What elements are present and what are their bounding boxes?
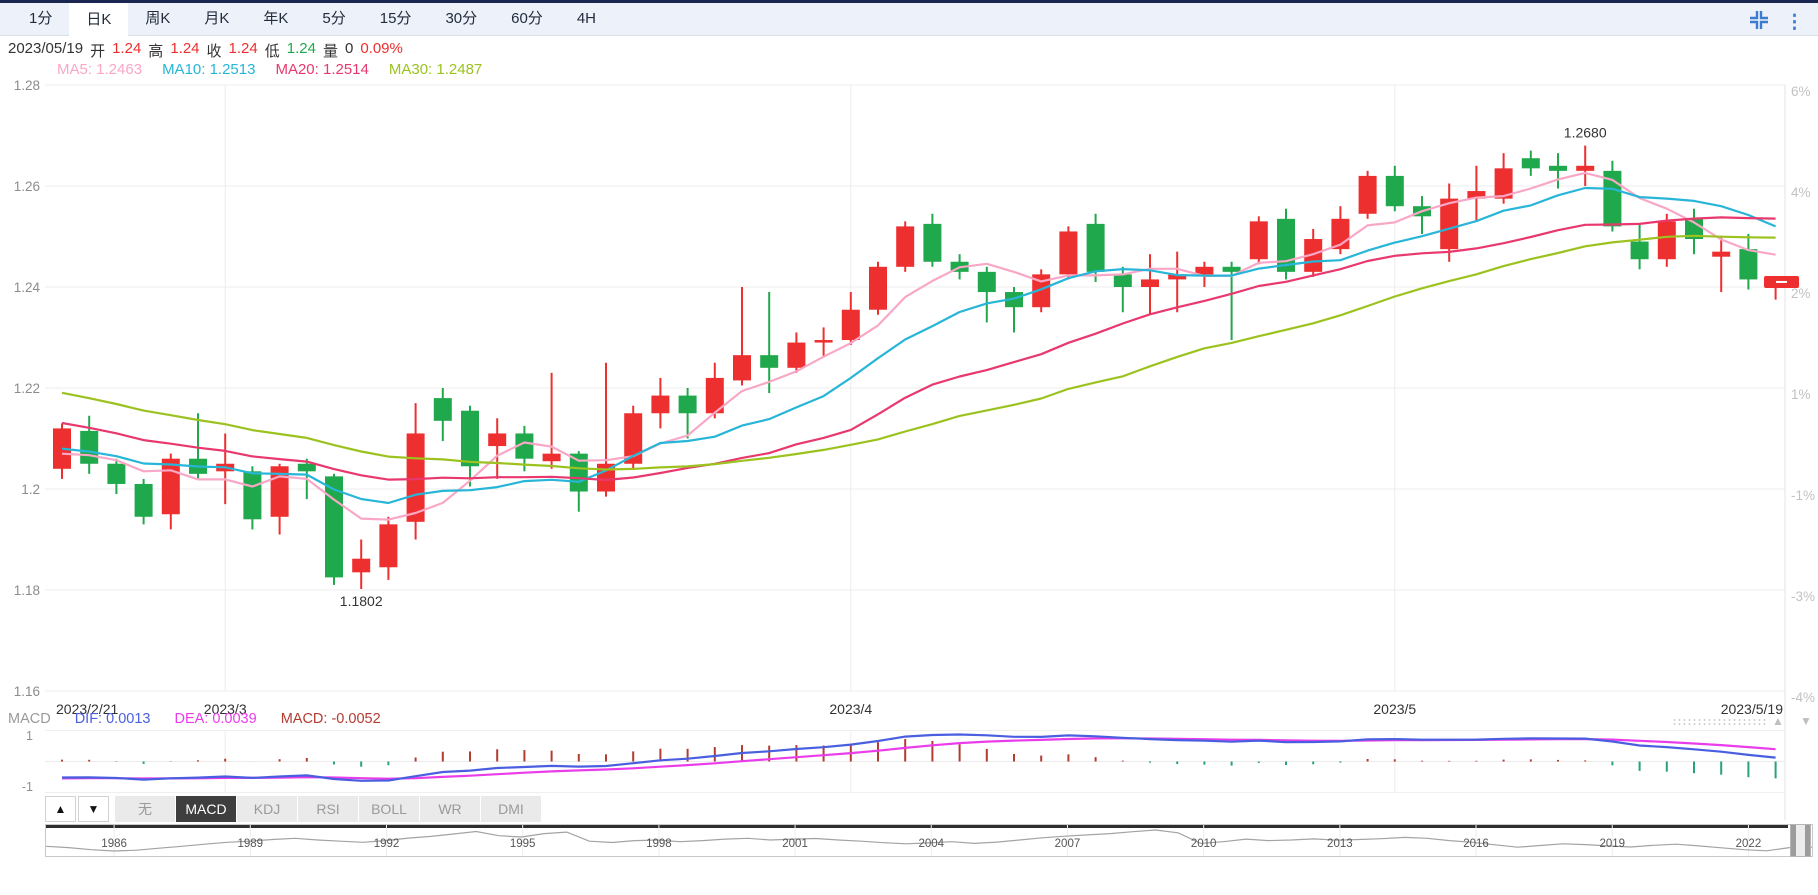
ma-legend-row: MA5: 1.2463 MA10: 1.2513 MA20: 1.2514 MA30:… <box>57 61 482 78</box>
period-tab-年K[interactable]: 年K <box>263 10 289 27</box>
more-menu-icon[interactable]: ⋮ <box>1785 11 1804 33</box>
period-tab-4H[interactable]: 4H <box>576 10 596 27</box>
svg-text:2023/2/21: 2023/2/21 <box>56 701 118 717</box>
ma-legend-2: MA20: 1.2514 <box>275 61 369 78</box>
indicator-up-button[interactable]: ▲ <box>45 796 76 822</box>
timeline-navigator[interactable]: 1986 1989 1992 1995 1998 2001 2004 2007 2010 2013… <box>45 824 1813 857</box>
period-tab-月K[interactable]: 月K <box>204 10 230 27</box>
dif-value: DIF: 0.0013 <box>74 711 151 727</box>
macd-header: MACD DIF: 0.0013 DEA: 0.0039 MACD: -0.00… <box>8 711 381 727</box>
change-percent: 0.09% <box>360 40 403 57</box>
panel-collapse-up-icon[interactable]: ▲ <box>1772 714 1784 728</box>
period-tab-1分[interactable]: 1分 <box>29 10 53 27</box>
svg-text:1.16: 1.16 <box>14 684 40 699</box>
range-selection-handle[interactable] <box>1790 824 1811 857</box>
svg-text:1989: 1989 <box>237 838 263 850</box>
svg-text:-1%: -1% <box>1791 488 1815 503</box>
svg-text:2007: 2007 <box>1055 838 1081 850</box>
period-tab-5分[interactable]: 5分 <box>322 10 346 27</box>
indicator-tab-RSI[interactable]: RSI <box>298 796 358 822</box>
period-tab-周K[interactable]: 周K <box>145 10 171 27</box>
svg-text:2%: 2% <box>1791 286 1811 301</box>
svg-text:2023/4: 2023/4 <box>829 701 872 717</box>
svg-text:4%: 4% <box>1791 185 1811 200</box>
svg-text:1992: 1992 <box>374 838 400 850</box>
dea-value: DEA: 0.0039 <box>174 711 257 727</box>
svg-text:1: 1 <box>26 729 33 743</box>
period-tabs: 1分 日K 周K 月K 年K 5分 15分 30分 60分 4H <box>12 0 613 40</box>
indicator-tab-BOLL[interactable]: BOLL <box>359 796 419 822</box>
period-tab-30分[interactable]: 30分 <box>445 10 478 27</box>
macd-value: MACD: -0.0052 <box>280 711 381 727</box>
macd-pane-layer: 1 -1 <box>22 729 1785 794</box>
svg-text:6%: 6% <box>1791 84 1811 99</box>
period-tab-日K[interactable]: 日K <box>69 0 129 40</box>
indicator-down-button[interactable]: ▼ <box>78 796 109 822</box>
svg-text:1.1802: 1.1802 <box>340 593 383 609</box>
svg-text:1998: 1998 <box>646 838 672 850</box>
svg-text:1.28: 1.28 <box>14 78 40 93</box>
ma-legend-1: MA10: 1.2513 <box>162 61 256 78</box>
volume-label: 量 <box>322 43 338 60</box>
ohlc-info-row: 2023/05/19 开 1.24 高 1.24 收 1.24 低 1.24 量… <box>8 40 403 61</box>
svg-text:2010: 2010 <box>1191 838 1217 850</box>
svg-text:1.2: 1.2 <box>21 482 40 497</box>
grid-layer: 1.28 6% 1.26 4% 1.24 2% 1.22 1% 1.2 -1% 1.18 -3% 1.1… <box>14 78 1815 820</box>
indicator-row: ▲ ▼ 无 MACD KDJ RSI BOLL WR DMI <box>45 796 542 822</box>
collapse-icon[interactable] <box>1747 8 1771 37</box>
ma-legend-3: MA30: 1.2487 <box>388 61 483 78</box>
indicator-tab-WR[interactable]: WR <box>420 796 480 822</box>
open-value: 1.24 <box>112 40 142 57</box>
indicator-tab-DMI[interactable]: DMI <box>481 796 541 822</box>
svg-text:2019: 2019 <box>1599 838 1625 850</box>
low-value: 1.24 <box>286 40 316 57</box>
svg-text:-3%: -3% <box>1791 589 1815 604</box>
annotations-layer: 1.2680 1.1802 <box>340 125 1799 609</box>
high-label: 高 <box>148 43 164 60</box>
indicator-tab-KDJ[interactable]: KDJ <box>237 796 297 822</box>
navigator-sparkline: 1986 1989 1992 1995 1998 2001 2004 2007 2010 2013… <box>46 825 1812 856</box>
close-label: 收 <box>206 43 222 60</box>
svg-text:2023/5: 2023/5 <box>1373 701 1416 717</box>
svg-text:2022: 2022 <box>1736 838 1762 850</box>
svg-text:-4%: -4% <box>1791 690 1815 705</box>
svg-text:1.2680: 1.2680 <box>1564 125 1607 141</box>
indicator-tabs: 无 MACD KDJ RSI BOLL WR DMI <box>115 796 542 822</box>
svg-text:1995: 1995 <box>510 838 536 850</box>
topbar-icons: ⋮ <box>1747 8 1804 37</box>
svg-text:2023/3: 2023/3 <box>204 701 247 717</box>
low-label: 低 <box>264 43 280 60</box>
panel-resize-handle[interactable] <box>1672 718 1766 726</box>
open-label: 开 <box>90 43 106 60</box>
volume-value: 0 <box>344 40 354 57</box>
svg-text:1.18: 1.18 <box>14 583 40 598</box>
svg-text:1.26: 1.26 <box>14 179 40 194</box>
ma-legend-0: MA5: 1.2463 <box>57 61 143 78</box>
indicator-tab-无[interactable]: 无 <box>115 796 175 822</box>
macd-pane-label: MACD <box>8 711 51 727</box>
navigator-top-border <box>46 825 1788 828</box>
period-tab-15分[interactable]: 15分 <box>379 10 412 27</box>
svg-text:1.24: 1.24 <box>14 280 41 295</box>
high-value: 1.24 <box>170 40 200 57</box>
period-tab-60分[interactable]: 60分 <box>511 10 543 27</box>
svg-text:2023/5/19: 2023/5/19 <box>1721 701 1783 717</box>
svg-text:-1: -1 <box>22 780 33 794</box>
candles-layer <box>53 145 1785 589</box>
svg-text:2016: 2016 <box>1463 838 1489 850</box>
svg-text:2004: 2004 <box>918 838 944 850</box>
svg-text:1986: 1986 <box>101 838 127 850</box>
svg-text:2013: 2013 <box>1327 838 1353 850</box>
svg-text:1%: 1% <box>1791 387 1811 402</box>
svg-text:2001: 2001 <box>782 838 808 850</box>
indicator-tab-MACD[interactable]: MACD <box>176 796 236 822</box>
panel-collapse-down-icon[interactable]: ▼ <box>1800 714 1812 728</box>
period-tabbar: 1分 日K 周K 月K 年K 5分 15分 30分 60分 4H ⋮ <box>0 0 1818 40</box>
svg-text:1.22: 1.22 <box>14 381 40 396</box>
close-value: 1.24 <box>228 40 258 57</box>
ma-lines-layer <box>61 171 1777 521</box>
date-label: 2023/05/19 <box>8 40 84 57</box>
